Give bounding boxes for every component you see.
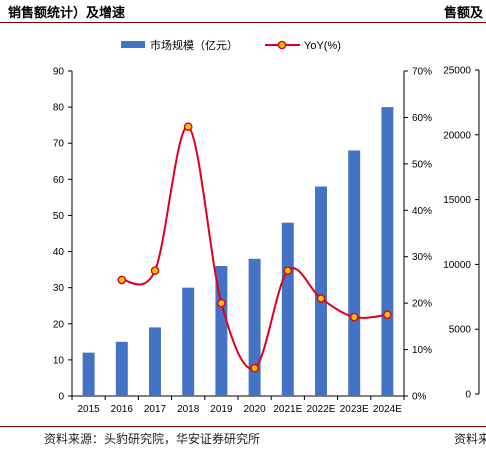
second-y-tick-label: 10000 xyxy=(443,260,471,271)
bar xyxy=(149,327,161,396)
bar xyxy=(381,107,394,396)
x-tick-label: 2016 xyxy=(111,404,134,415)
second-y-tick-label: 5000 xyxy=(449,325,472,336)
y-tick-label-left: 50 xyxy=(53,211,65,222)
yoy-point xyxy=(316,294,326,303)
yoy-point xyxy=(383,310,392,320)
yoy-point xyxy=(150,266,160,275)
y-tick-label-left: 60 xyxy=(53,175,65,186)
y-tick-label-right: 0% xyxy=(412,392,427,403)
legend-label-bar: 市场规模（亿元） xyxy=(150,38,238,52)
second-y-tick-label: 15000 xyxy=(443,195,471,206)
report-section-title: 销售额统计）及增速 xyxy=(8,6,126,21)
x-tick-label: 2020 xyxy=(243,404,266,415)
y-tick-label-left: 30 xyxy=(53,283,65,294)
second-y-tick-label: 20000 xyxy=(443,130,471,141)
yoy-point xyxy=(250,363,259,373)
legend-swatch-bar xyxy=(121,41,145,48)
second-chart-axis: 0 5000 10000 15000 20000 25000 xyxy=(443,66,480,401)
report-section-title-right: 售额及 xyxy=(444,6,484,21)
bar xyxy=(115,341,128,396)
yoy-point xyxy=(283,266,293,275)
bar xyxy=(281,222,294,396)
legend-label-line: YoY(%) xyxy=(304,40,341,52)
x-tick-label: 2023E xyxy=(340,404,369,415)
y-tick-label-right: 70% xyxy=(412,67,432,78)
bar xyxy=(248,258,261,396)
source-note-right: 资料来 xyxy=(454,432,486,446)
y-tick-label-right: 40% xyxy=(412,206,432,217)
y-tick-label-left: 10 xyxy=(53,355,65,366)
y-tick-label-left: 70 xyxy=(53,139,65,150)
header-rule xyxy=(0,22,486,23)
x-tick-label: 2018 xyxy=(177,404,200,415)
bar xyxy=(315,186,327,396)
yoy-point xyxy=(217,298,226,308)
y-tick-label-left: 80 xyxy=(53,103,65,114)
second-y-tick-label: 25000 xyxy=(443,66,471,77)
x-tick-label: 2017 xyxy=(144,404,167,415)
bar-series xyxy=(82,107,394,396)
y-tick-label-right: 10% xyxy=(412,345,432,356)
footer-rule xyxy=(0,426,486,427)
bar xyxy=(182,287,195,396)
yoy-line xyxy=(121,125,388,370)
x-tick-label: 2019 xyxy=(210,404,233,415)
yoy-point xyxy=(349,312,359,322)
x-tick-label: 2022E xyxy=(307,404,336,415)
bar xyxy=(348,150,361,396)
y-tick-label-left: 20 xyxy=(53,319,65,330)
x-tick-label: 2015 xyxy=(77,404,100,415)
chart-area: 市场规模（亿元） YoY(%) 0 10 20 30 40 50 60 70 80 90 0% 10% 2… xyxy=(53,38,480,416)
legend: 市场规模（亿元） YoY(%) xyxy=(121,38,341,52)
source-note: 资料来源：头豹研究院，华安证券研究所 xyxy=(44,432,261,446)
yoy-point xyxy=(183,122,193,132)
y-tick-label-left: 0 xyxy=(58,392,64,403)
x-tick-label: 2024E xyxy=(373,404,402,415)
y-tick-label-right: 50% xyxy=(412,159,432,170)
chart-axes: 0 10 20 30 40 50 60 70 80 90 0% 10% 20% 30% 40% 50% 60% 7… xyxy=(53,67,432,416)
second-y-tick-label: 0 xyxy=(465,390,471,401)
legend-swatch-marker xyxy=(277,40,287,50)
x-tick-label: 2021E xyxy=(273,404,302,415)
y-tick-label-left: 90 xyxy=(53,67,65,78)
y-tick-label-right: 60% xyxy=(412,113,432,124)
yoy-line-series xyxy=(117,122,392,373)
y-tick-label-right: 20% xyxy=(412,299,432,310)
bar xyxy=(215,266,228,396)
bar xyxy=(82,352,95,396)
y-tick-label-right: 30% xyxy=(412,252,432,263)
yoy-point xyxy=(117,275,127,285)
y-tick-label-left: 40 xyxy=(53,247,65,258)
